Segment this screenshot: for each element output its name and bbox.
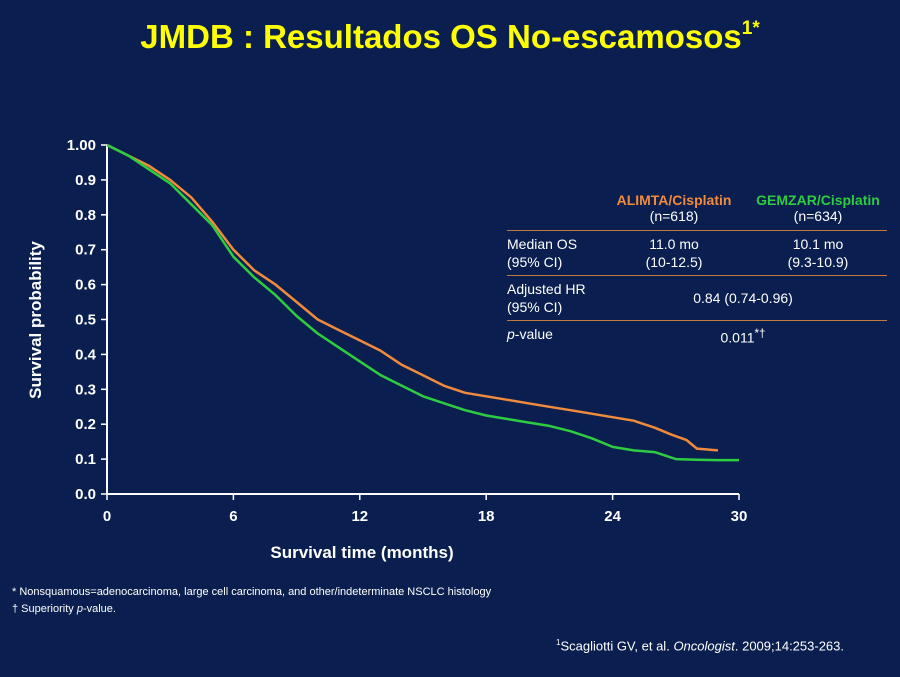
y-tick-label: 0.5 (75, 312, 96, 329)
median-os-gemzar-ci: (9.3-10.9) (787, 254, 849, 270)
footnote-1: * Nonsquamous=adenocarcinoma, large cell… (12, 586, 492, 598)
pvalue-label: p-value (507, 325, 599, 347)
median-os-label-1: Median OS (507, 236, 578, 252)
x-axis-label: Survival time (months) (270, 543, 453, 562)
table-row-pvalue: p-value 0.011*† (507, 321, 887, 351)
header-alimta: ALIMTA/Cisplatin (n=618) (599, 192, 749, 230)
median-os-alimta-value: 11.0 mo (649, 236, 699, 252)
gemzar-curve (106, 143, 739, 462)
table-row-median-os: Median OS (95% CI) 11.0 mo (10-12.5) 10.… (507, 231, 887, 275)
y-tick-label: 0.6 (75, 277, 96, 294)
y-tick-label: 0.0 (75, 486, 96, 503)
y-tick-label: 0.9 (75, 172, 96, 189)
hr-label-2: (95% CI) (507, 299, 563, 315)
y-axis-label: Survival probability (26, 241, 45, 399)
alimta-label: ALIMTA/Cisplatin (616, 192, 732, 208)
y-tick-label: 0.7 (75, 242, 96, 259)
reference-authors: Scagliotti GV, et al. (560, 638, 674, 654)
y-tick-label: 0.4 (75, 346, 97, 363)
y-tick-label: 1.00 (67, 137, 96, 154)
title-superscript: 1* (741, 18, 760, 39)
results-table: ALIMTA/Cisplatin (n=618) GEMZAR/Cisplati… (507, 192, 887, 351)
x-tick-label: 24 (604, 508, 621, 525)
x-tick-label: 18 (478, 508, 495, 525)
footnote-2-pre: † Superiority (12, 603, 77, 615)
gemzar-label: GEMZAR/Cisplatin (756, 192, 880, 208)
footnote-2-italic: p (76, 603, 83, 615)
median-os-gemzar-value: 10.1 mo (792, 236, 844, 252)
footnote-2: † Superiority p-value. (12, 603, 116, 615)
x-tick-label: 0 (103, 508, 111, 525)
pvalue-value: 0.011*† (599, 325, 887, 347)
title-text: JMDB : Resultados OS No-escamosos (140, 18, 742, 55)
header-gemzar: GEMZAR/Cisplatin (n=634) (749, 192, 887, 230)
slide-title: JMDB : Resultados OS No-escamosos1* (0, 18, 900, 56)
median-os-alimta-ci: (10-12.5) (645, 254, 703, 270)
table-header: ALIMTA/Cisplatin (n=618) GEMZAR/Cisplati… (507, 192, 887, 230)
y-tick-label: 0.2 (75, 416, 96, 433)
pvalue-label-rest: -value (514, 326, 553, 342)
alimta-curve (106, 143, 719, 452)
footnote-2-post: -value. (82, 603, 116, 615)
x-tick-label: 6 (229, 508, 237, 525)
y-tick-label: 0.8 (75, 207, 96, 224)
header-spacer (507, 192, 599, 230)
median-os-gemzar: 10.1 mo (9.3-10.9) (749, 235, 887, 271)
y-tick-label: 0.3 (75, 381, 96, 398)
reference-details: . 2009;14:253-263. (734, 638, 845, 654)
hr-label: Adjusted HR (95% CI) (507, 280, 599, 316)
y-tick-label: 0.1 (75, 451, 96, 468)
pvalue-superscript: *† (754, 327, 766, 340)
table-row-hr: Adjusted HR (95% CI) 0.84 (0.74-0.96) (507, 276, 887, 320)
table-divider (507, 320, 887, 321)
reference-sup: 1 (556, 638, 561, 647)
x-tick-label: 30 (731, 508, 748, 525)
pvalue-number: 0.011 (720, 329, 755, 346)
pvalue-label-italic: p (507, 326, 515, 342)
hr-label-1: Adjusted HR (507, 281, 586, 297)
table-divider (507, 230, 887, 231)
chart-lines (106, 143, 739, 462)
gemzar-n: (n=634) (793, 208, 843, 224)
alimta-n: (n=618) (649, 208, 699, 224)
reference-citation: 1Scagliotti GV, et al. Oncologist. 2009;… (556, 638, 844, 653)
x-tick-label: 12 (351, 508, 368, 525)
reference-journal: Oncologist (673, 638, 735, 654)
median-os-label-2: (95% CI) (507, 254, 563, 270)
table-divider (507, 275, 887, 276)
chart-axes: 0.0 0.1 0.2 0.3 0.4 0.5 0.6 0.7 0.8 0.9 1.00 0 6 12 18… (67, 137, 748, 525)
median-os-alimta: 11.0 mo (10-12.5) (599, 235, 749, 271)
hr-value: 0.84 (0.74-0.96) (693, 290, 793, 306)
median-os-label: Median OS (95% CI) (507, 235, 599, 271)
